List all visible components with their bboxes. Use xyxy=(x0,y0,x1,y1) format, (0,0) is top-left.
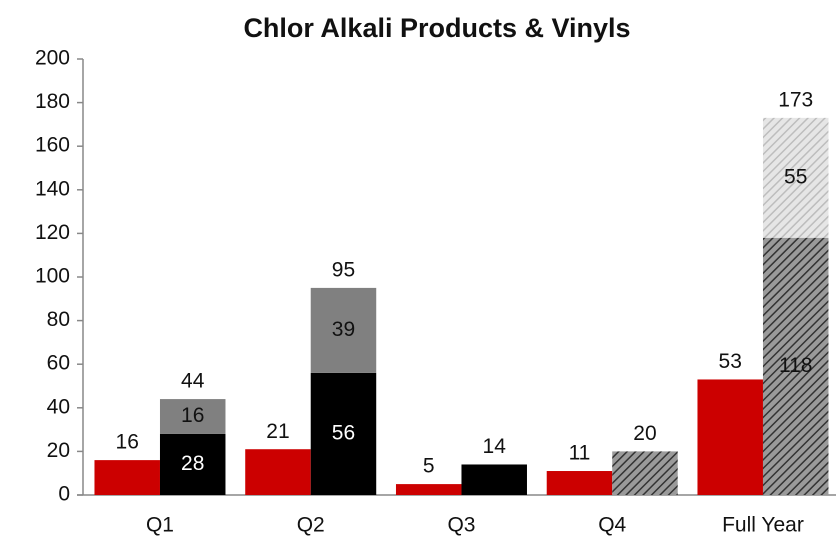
data-label: 16 xyxy=(116,431,139,454)
bar xyxy=(546,471,613,495)
x-tick-label: Q1 xyxy=(146,514,174,537)
y-tick-label: 80 xyxy=(47,308,70,331)
y-tick-label: 40 xyxy=(47,395,70,418)
y-tick-label: 20 xyxy=(47,439,70,462)
data-label: 5 xyxy=(423,455,435,478)
x-tick-label: Q3 xyxy=(447,514,475,537)
x-tick-label: Full Year xyxy=(722,514,804,537)
x-tick-label: Q2 xyxy=(297,514,325,537)
bar xyxy=(245,449,311,495)
chart-title: Chlor Alkali Products & Vinyls xyxy=(243,13,630,43)
total-label: 173 xyxy=(778,88,813,111)
data-label: 56 xyxy=(332,422,355,445)
y-tick-label: 140 xyxy=(35,177,70,200)
bar xyxy=(395,484,462,495)
y-tick-label: 160 xyxy=(35,134,70,157)
bar xyxy=(612,451,678,495)
bar xyxy=(94,460,160,495)
data-label: 21 xyxy=(266,420,289,443)
data-label: 53 xyxy=(719,350,742,373)
data-label: 11 xyxy=(569,442,591,465)
bar xyxy=(762,117,829,238)
bar xyxy=(461,464,527,495)
data-label: 55 xyxy=(784,165,807,188)
total-label: 95 xyxy=(332,258,355,281)
x-tick-label: Q4 xyxy=(598,514,626,537)
y-tick-label: 180 xyxy=(35,90,70,113)
y-tick-label: 100 xyxy=(35,265,70,288)
bar xyxy=(310,287,377,373)
bar xyxy=(159,399,226,434)
bar xyxy=(762,237,829,495)
y-tick-label: 60 xyxy=(47,352,70,375)
y-tick-label: 120 xyxy=(35,221,70,244)
bar xyxy=(310,372,377,495)
total-label: 44 xyxy=(181,370,205,393)
data-label: 39 xyxy=(332,318,355,341)
data-label: 118 xyxy=(779,354,812,377)
y-tick-label: 0 xyxy=(58,483,70,506)
bar xyxy=(159,433,226,495)
data-label: 16 xyxy=(181,404,204,427)
total-label: 20 xyxy=(633,422,656,445)
y-tick-label: 200 xyxy=(35,47,70,70)
data-label: 28 xyxy=(181,452,204,475)
bar xyxy=(697,379,763,495)
total-label: 14 xyxy=(483,435,507,458)
